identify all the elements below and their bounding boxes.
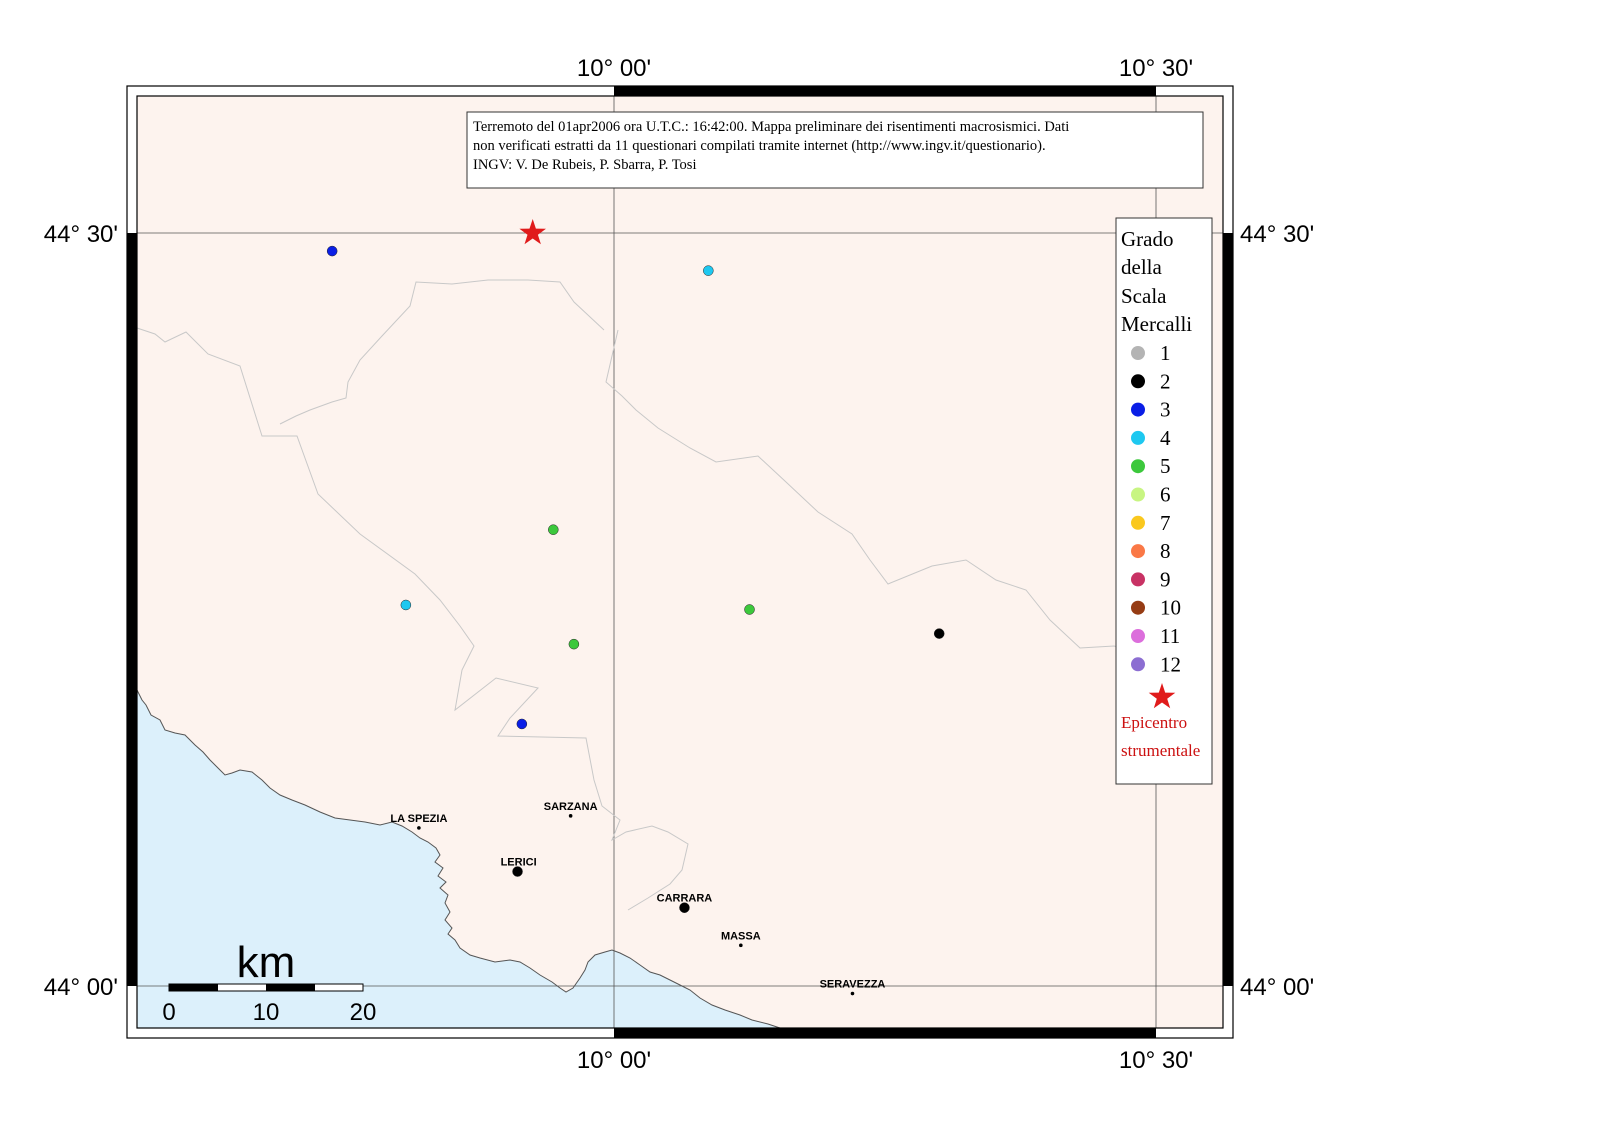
city-marker (850, 991, 855, 996)
lat-label-upper-right: 44° 30' (1240, 221, 1314, 248)
intensity-marker-grade-4 (703, 265, 714, 276)
city-marker (417, 826, 421, 830)
frame-bar-bottom (614, 1028, 1156, 1038)
sea-area (137, 690, 795, 1028)
cities-layer: LA SPEZIA SARZANA LERICI CARRARA MASSA SERAVE… (390, 801, 885, 996)
lon-label-bottom-left: 10° 00' (577, 1047, 651, 1074)
legend-swatch (1131, 657, 1145, 672)
city-label: SERAVEZZA (820, 979, 886, 991)
legend-swatch (1131, 600, 1145, 615)
scale-bar-segment (266, 984, 315, 991)
info-box-frame (466, 111, 1204, 189)
legend-grade-label: 4 (1160, 426, 1171, 450)
intensity-marker-grade-2 (679, 902, 690, 913)
legend: Grado della Scala Mercalli 1234567891011… (1115, 217, 1213, 785)
info-line-2: non verificati estratti da 11 questionar… (473, 138, 1046, 154)
epicentre-layer (519, 219, 546, 245)
intensity-marker-grade-2 (512, 866, 523, 877)
legend-title-line-2: della (1121, 255, 1162, 279)
coastline (136, 689, 781, 1029)
city-marker (568, 814, 573, 818)
lon-label-top-right: 10° 30' (1119, 55, 1193, 82)
scale-tick-label: 0 (162, 999, 175, 1026)
intensity-marker-grade-3 (326, 245, 338, 257)
frame-bar-top (614, 86, 1156, 96)
graticule-labels: 10° 00' 10° 30' 10° 00' 10° 30' 44° 30' … (44, 55, 1315, 1074)
lat-label-lower-left: 44° 00' (44, 974, 118, 1001)
city-label: CARRARA (657, 893, 713, 905)
scale-bar-segment (169, 984, 218, 991)
legend-grade-label: 12 (1160, 652, 1181, 676)
legend-title-line-1: Grado (1121, 227, 1173, 251)
map-area (137, 96, 1223, 1028)
legend-title-line-4: Mercalli (1121, 312, 1192, 336)
lat-label-lower-right: 44° 00' (1240, 974, 1314, 1001)
intensity-marker-grade-4 (400, 599, 412, 611)
city-label: LERICI (501, 857, 537, 869)
legend-grade-label: 5 (1160, 454, 1171, 478)
scale-bar: km 0 10 20 (162, 938, 376, 1026)
legend-swatch (1131, 572, 1145, 587)
info-line-3: INGV: V. De Rubeis, P. Sbarra, P. Tosi (473, 157, 696, 173)
scale-tick-label: 10 (253, 999, 280, 1026)
legend-grade-label: 2 (1160, 369, 1171, 393)
legend-grade-label: 6 (1160, 483, 1171, 507)
city-label: SARZANA (544, 801, 598, 813)
legend-swatch (1131, 402, 1145, 417)
legend-star-icon (1148, 683, 1176, 709)
intensity-marker-grade-5 (548, 524, 559, 535)
scale-unit-label: km (237, 938, 296, 987)
info-box: Terremoto del 01apr2006 ora U.T.C.: 16:4… (466, 111, 1204, 189)
border-line (605, 329, 1131, 651)
map-frame (126, 85, 1234, 1039)
legend-grade-label: 3 (1160, 398, 1171, 422)
legend-swatch (1131, 374, 1145, 389)
frame-bar-left (127, 233, 137, 986)
legend-swatch (1131, 544, 1145, 559)
city-label: LA SPEZIA (390, 813, 447, 825)
legend-swatch (1131, 515, 1145, 530)
lon-label-top-left: 10° 00' (577, 55, 651, 82)
legend-grade-label: 1 (1160, 341, 1171, 365)
intensity-marker-grade-3 (516, 718, 528, 730)
legend-swatch (1131, 629, 1145, 643)
legend-grade-label: 9 (1160, 567, 1171, 591)
legend-epicentre-line-1: Epicentro (1121, 713, 1187, 732)
intensity-marker-grade-2 (933, 628, 945, 639)
legend-swatch (1131, 430, 1145, 445)
info-line-1: Terremoto del 01apr2006 ora U.T.C.: 16:4… (473, 119, 1069, 135)
city-marker (739, 943, 743, 948)
lat-label-upper-left: 44° 30' (44, 221, 118, 248)
intensity-marker-grade-5 (568, 638, 580, 650)
city-label: MASSA (721, 930, 761, 942)
lon-label-bottom-right: 10° 30' (1119, 1047, 1193, 1074)
coast-line (136, 689, 781, 1029)
legend-swatch (1131, 459, 1145, 474)
border-line (136, 327, 689, 911)
observations-layer (326, 245, 945, 913)
frame-bar-right (1223, 233, 1233, 986)
legend-grade-label: 10 (1160, 596, 1181, 620)
intensity-marker-grade-5 (744, 604, 755, 615)
epicentre-star-icon (519, 219, 546, 245)
legend-swatch (1131, 346, 1145, 360)
scale-tick-label: 20 (350, 999, 377, 1026)
legend-epicentre-line-2: strumentale (1121, 741, 1200, 760)
border-line (279, 279, 605, 425)
legend-grade-label: 11 (1160, 624, 1180, 648)
legend-grade-label: 7 (1160, 511, 1171, 535)
legend-swatch (1131, 487, 1145, 502)
region-borders (136, 279, 1131, 911)
legend-grade-label: 8 (1160, 539, 1171, 563)
legend-title-line-3: Scala (1121, 284, 1167, 308)
